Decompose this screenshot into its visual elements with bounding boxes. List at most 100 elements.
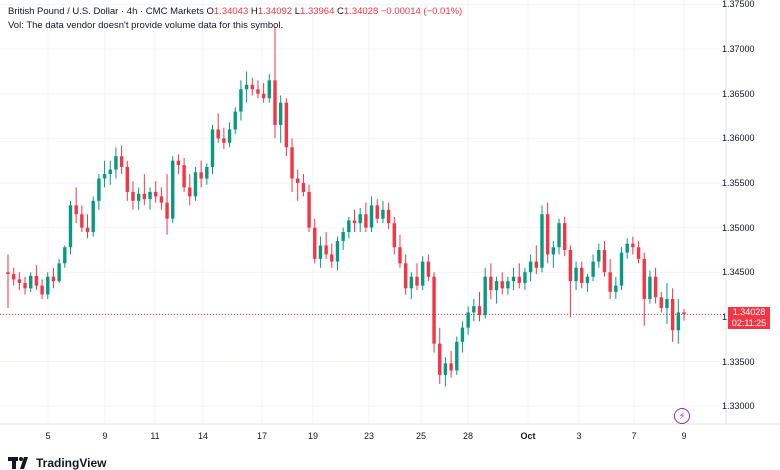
candle [330,243,334,268]
candle-body [540,214,544,268]
low-label: L [294,6,301,17]
candle [347,216,351,239]
candle [136,187,141,210]
candle-body [6,272,10,275]
candle [500,272,504,295]
candle-body [653,276,658,298]
candle [619,247,624,291]
candle-body [432,276,436,344]
candle [352,209,357,233]
candle [250,77,254,96]
candle [176,154,181,175]
candle [574,261,578,291]
candle [244,71,249,103]
candle-body [347,220,351,233]
candle [557,218,561,255]
candle [29,272,33,292]
candle [199,160,203,188]
candle [34,265,39,291]
candle-body [438,343,442,375]
candle-body [568,249,573,282]
candle [57,258,61,283]
candle-body [296,178,300,183]
open-label: O [206,6,214,17]
candle-body [131,191,135,201]
candle [585,274,590,292]
candle-body [585,276,590,283]
candle-body [17,279,22,283]
candle [386,202,391,230]
candle-body [665,299,669,308]
candle [659,291,663,313]
candle-body [148,191,152,200]
candle [102,160,107,188]
tradingview-mark-icon [8,457,28,469]
candle [125,160,129,201]
candle-body [114,156,118,170]
candle-body [642,258,646,300]
candle [313,218,317,264]
candle [341,227,345,250]
high-label: H [250,6,258,17]
candle-body [602,249,607,273]
candle-body [313,227,317,259]
candle-body [34,275,39,286]
candle-body [398,247,402,264]
candle-body [392,223,396,248]
candle-body [68,205,73,248]
candle [51,267,56,289]
candle [11,267,16,286]
time-tick-label: 14 [197,431,209,441]
candle-body [648,276,652,300]
candle-body [364,214,368,228]
candle [114,147,118,179]
candle [284,98,289,157]
candle-body [125,166,129,192]
candle [239,80,243,121]
candle-body [97,178,101,201]
change-value: −0.00014 (−0.01%) [380,6,463,17]
candle-body [494,281,499,291]
candle [335,236,340,271]
candle [165,174,169,235]
candle [205,163,209,185]
candle [23,276,27,295]
candle [324,232,328,259]
time-tick-label: 28 [462,431,474,441]
candle-body [199,172,203,179]
candle-body [318,245,323,259]
candle-body [233,111,237,130]
high-value: 1.34092 [257,6,293,17]
candle-body [165,202,169,219]
candle [420,256,425,291]
symbol-legend[interactable]: British Pound / U.S. Dollar · 4h · CMC M… [8,6,462,17]
candle-body [528,261,533,273]
candle [153,181,158,203]
candle-body [557,223,561,248]
price-tick-label: 1.33000 [722,401,755,412]
candle [142,174,147,206]
time-tick-label: 7 [631,431,637,441]
candle [631,236,635,255]
candle-body [210,129,215,167]
candle [318,236,323,268]
candle-body [256,89,260,94]
candle-body [227,129,232,143]
grid-lines [0,0,726,424]
candle-body [426,261,431,277]
candle-body [523,272,527,283]
price-tick-label: 1.36000 [722,133,755,144]
candle [80,205,84,233]
candle [193,166,198,201]
candle-body [580,267,584,283]
candle-body [460,327,465,342]
candle-body [307,191,311,228]
candle [597,243,601,268]
candle [375,199,379,224]
bar-countdown: 02:11:25 [731,318,767,329]
candle-body [171,160,175,219]
lightning-icon[interactable]: ⚡ [674,408,690,424]
tradingview-logo[interactable]: TradingView [8,456,106,470]
candle-body [659,297,663,308]
